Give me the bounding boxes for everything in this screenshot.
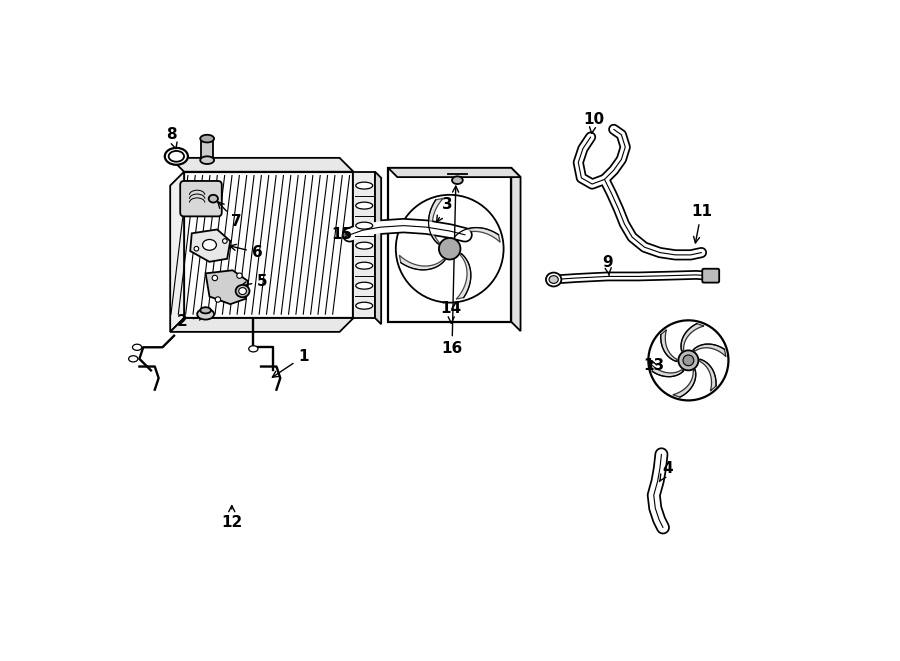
Text: 2: 2 — [177, 314, 204, 329]
Ellipse shape — [356, 202, 373, 209]
Ellipse shape — [549, 276, 558, 284]
Text: 10: 10 — [583, 112, 604, 134]
Polygon shape — [693, 344, 726, 357]
Ellipse shape — [202, 239, 216, 251]
Polygon shape — [170, 158, 354, 172]
Circle shape — [679, 350, 698, 370]
Ellipse shape — [209, 195, 218, 202]
Text: 16: 16 — [441, 186, 463, 356]
Text: 7: 7 — [218, 202, 242, 229]
Text: 11: 11 — [691, 204, 712, 243]
Polygon shape — [428, 198, 443, 244]
Circle shape — [222, 239, 227, 243]
Text: 5: 5 — [240, 274, 268, 289]
FancyBboxPatch shape — [702, 269, 719, 283]
Polygon shape — [388, 168, 511, 322]
Ellipse shape — [546, 272, 562, 286]
Polygon shape — [170, 172, 184, 332]
Text: 14: 14 — [441, 301, 462, 323]
Polygon shape — [190, 229, 230, 262]
Text: 13: 13 — [644, 358, 664, 373]
Text: 12: 12 — [221, 506, 242, 529]
Ellipse shape — [452, 176, 463, 184]
Ellipse shape — [356, 182, 373, 189]
Polygon shape — [700, 359, 716, 391]
Ellipse shape — [248, 346, 258, 352]
Ellipse shape — [238, 288, 247, 295]
Ellipse shape — [200, 135, 214, 143]
Circle shape — [648, 321, 728, 401]
Circle shape — [194, 247, 199, 251]
Ellipse shape — [356, 262, 373, 269]
Polygon shape — [184, 172, 354, 318]
Ellipse shape — [356, 242, 373, 249]
Circle shape — [396, 195, 504, 303]
Ellipse shape — [165, 148, 188, 165]
Ellipse shape — [236, 285, 249, 297]
Polygon shape — [673, 369, 696, 397]
Text: 4: 4 — [660, 461, 673, 482]
FancyBboxPatch shape — [180, 181, 221, 216]
Polygon shape — [388, 168, 520, 177]
Ellipse shape — [129, 356, 138, 362]
Ellipse shape — [200, 156, 214, 164]
Ellipse shape — [132, 344, 141, 350]
Polygon shape — [205, 270, 248, 304]
Polygon shape — [511, 168, 520, 331]
Text: 6: 6 — [230, 245, 263, 260]
Polygon shape — [456, 253, 471, 299]
Text: 9: 9 — [602, 255, 613, 276]
Text: 15: 15 — [331, 227, 353, 243]
Circle shape — [237, 273, 242, 278]
Circle shape — [683, 355, 694, 366]
Polygon shape — [651, 364, 684, 377]
Polygon shape — [454, 227, 500, 242]
Ellipse shape — [356, 302, 373, 309]
Polygon shape — [681, 324, 704, 351]
Text: 3: 3 — [436, 198, 453, 222]
Polygon shape — [354, 172, 375, 318]
Ellipse shape — [197, 309, 214, 319]
Polygon shape — [375, 172, 382, 324]
Bar — [201, 139, 213, 160]
Polygon shape — [661, 330, 677, 362]
Ellipse shape — [356, 282, 373, 289]
Polygon shape — [170, 318, 354, 332]
Ellipse shape — [168, 151, 184, 162]
Circle shape — [439, 238, 461, 260]
Circle shape — [215, 297, 220, 302]
Ellipse shape — [200, 307, 211, 313]
Circle shape — [212, 275, 218, 281]
Polygon shape — [400, 255, 445, 270]
Text: 1: 1 — [273, 349, 309, 377]
Ellipse shape — [356, 222, 373, 229]
Text: 8: 8 — [166, 128, 177, 149]
